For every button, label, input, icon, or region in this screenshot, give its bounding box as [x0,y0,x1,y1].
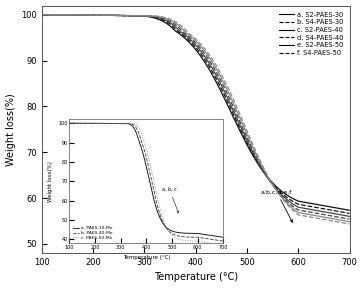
Text: a,b,c,d,e,f: a,b,c,d,e,f [261,190,293,222]
X-axis label: Temperature (°C): Temperature (°C) [154,272,238,283]
Y-axis label: Weight loss(%): Weight loss(%) [5,93,16,166]
Legend: a. S2-PAES-30, b. S4-PAES-30, c. S2-PAES-40, d. S4-PAES-40, e. S2-PAES-50, f. S4: a. S2-PAES-30, b. S4-PAES-30, c. S2-PAES… [276,9,346,58]
